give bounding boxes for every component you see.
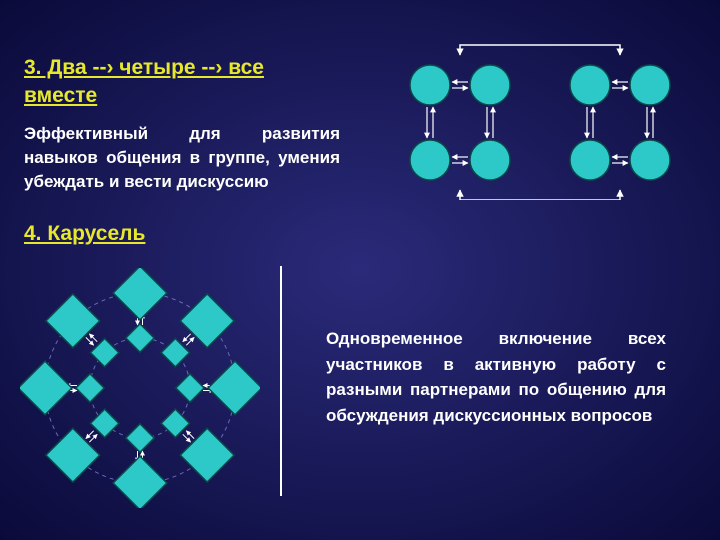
diagram-carousel	[20, 268, 260, 508]
diagram-two-four-all	[380, 30, 700, 200]
section3-heading: 3. Два --› четыре --› все вместе	[24, 54, 334, 111]
vertical-divider	[280, 266, 282, 496]
section3-body: Эффективный для развития навыков общения…	[24, 122, 340, 193]
section4-heading: 4. Карусель	[24, 222, 324, 246]
section4-body: Одновременное включение всех участников …	[326, 326, 666, 428]
